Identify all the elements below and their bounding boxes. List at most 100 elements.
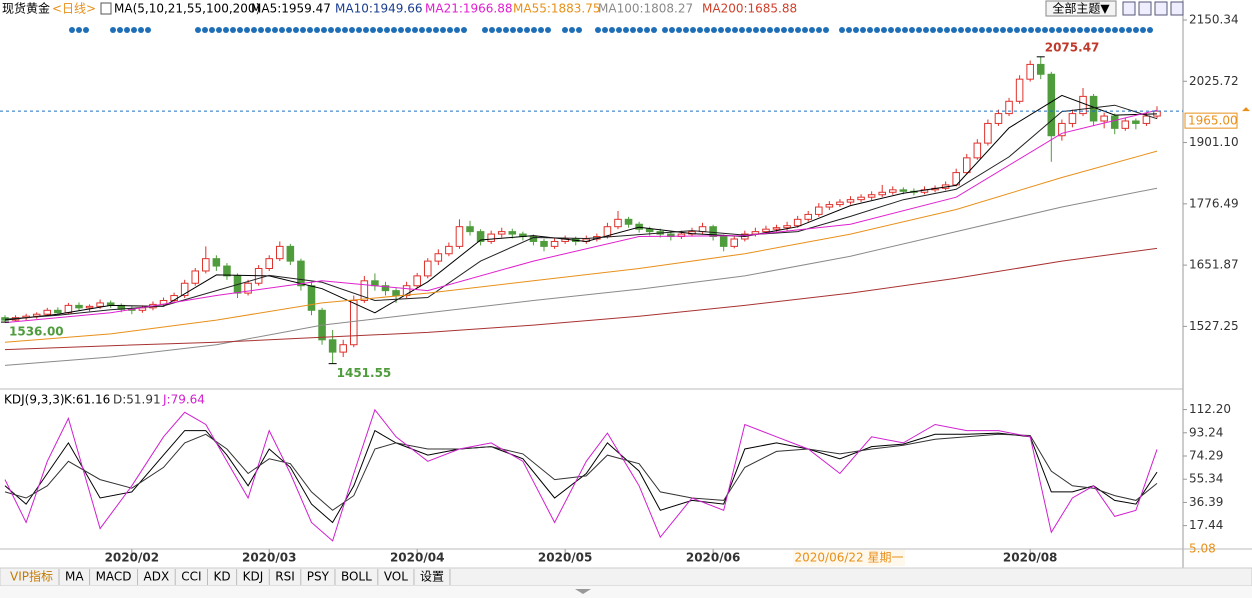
candle-body xyxy=(793,218,802,227)
last-price-arrow xyxy=(1242,107,1250,112)
tab-label[interactable]: ADX xyxy=(144,570,170,584)
indicator-icon[interactable] xyxy=(100,2,112,15)
signal-dot xyxy=(110,27,116,33)
candle-body xyxy=(339,344,347,353)
theme-button[interactable] xyxy=(1045,0,1117,17)
y-tick-label: 1527.25 xyxy=(1189,319,1239,333)
tab[interactable]: RSI xyxy=(275,569,302,585)
y-tick-label: 112.20 xyxy=(1189,402,1231,416)
window-button[interactable] xyxy=(1154,1,1168,16)
signal-dot xyxy=(342,27,348,33)
signal-dot xyxy=(286,27,292,33)
tab-label[interactable]: VIP指标 xyxy=(10,569,53,584)
tab[interactable]: MA xyxy=(65,569,91,585)
y-tick-label: 1651.87 xyxy=(1189,258,1239,272)
theme-button-label[interactable]: 全部主题▼ xyxy=(1052,1,1110,16)
signal-dot xyxy=(1133,27,1139,33)
signal-dot xyxy=(704,27,710,33)
signal-dot xyxy=(965,27,971,33)
signal-dot xyxy=(788,27,794,33)
signal-dot xyxy=(690,27,696,33)
candle-body xyxy=(276,245,284,260)
y-tick-label: 17.44 xyxy=(1189,518,1223,532)
signal-dot xyxy=(1035,27,1041,33)
signal-dot xyxy=(538,27,544,33)
signal-dot xyxy=(321,27,327,33)
signal-dot xyxy=(503,27,509,33)
tab[interactable]: KDJ xyxy=(243,569,270,585)
candle-body xyxy=(1068,113,1077,124)
candle-body xyxy=(371,280,379,287)
last-price-label: 1965.00 xyxy=(1188,114,1238,128)
tab[interactable]: ADX xyxy=(144,569,176,585)
tab[interactable]: KD xyxy=(214,569,238,585)
tab-label[interactable]: VOL xyxy=(384,570,408,584)
signal-dot xyxy=(860,27,866,33)
signal-dot xyxy=(195,27,201,33)
tab[interactable]: VOL xyxy=(384,569,415,585)
signal-dot xyxy=(510,27,516,33)
tab-label[interactable]: PSY xyxy=(307,570,330,584)
candle-body xyxy=(212,258,221,267)
signal-dot xyxy=(496,27,502,33)
window-button[interactable] xyxy=(1122,1,1136,16)
tab-label[interactable]: BOLL xyxy=(341,570,372,584)
scroll-arrow[interactable] xyxy=(575,589,591,594)
tab[interactable]: PSY xyxy=(307,569,336,585)
signal-dot xyxy=(349,27,355,33)
signal-dot xyxy=(881,27,887,33)
tab-label[interactable]: MACD xyxy=(96,570,132,584)
tab[interactable]: VIP指标 xyxy=(10,569,60,586)
tab-label[interactable]: 设置 xyxy=(420,570,444,584)
x-tick-label: 2020/02 xyxy=(105,551,159,565)
tab-label[interactable]: RSI xyxy=(275,570,295,584)
legend-entry: J:79.64 xyxy=(162,393,205,407)
tab-label[interactable]: MA xyxy=(65,570,84,584)
signal-dot xyxy=(972,27,978,33)
tab-label[interactable]: KD xyxy=(214,570,231,584)
signal-dot xyxy=(1098,27,1104,33)
window-button[interactable] xyxy=(1170,1,1184,16)
signal-dot xyxy=(1140,27,1146,33)
signal-dot xyxy=(846,27,852,33)
signal-dot xyxy=(986,27,992,33)
candle-body xyxy=(984,122,992,144)
signal-dot xyxy=(433,27,439,33)
signal-dot xyxy=(1077,27,1083,33)
tab[interactable]: CCI xyxy=(181,569,209,585)
x-tick-label: 2020/06 xyxy=(686,551,740,565)
period-label[interactable]: <日线> xyxy=(52,2,96,16)
signal-dot xyxy=(1021,27,1027,33)
candle-body xyxy=(645,228,654,233)
candle-body xyxy=(1110,115,1119,129)
tab-label[interactable]: KDJ xyxy=(243,570,264,584)
candle-body xyxy=(487,233,495,242)
legend-entry: D:51.91 xyxy=(113,393,161,407)
tab[interactable]: MACD xyxy=(96,569,139,585)
signal-dot xyxy=(300,27,306,33)
tab-label[interactable]: CCI xyxy=(181,570,201,584)
y-min-label: 5.08 xyxy=(1189,541,1216,555)
legend-entry: MA200:1685.88 xyxy=(702,2,797,16)
candle-body xyxy=(244,282,252,294)
legend-entry: MA100:1808.27 xyxy=(598,2,693,16)
tab[interactable]: BOLL xyxy=(341,569,379,585)
signal-dot xyxy=(426,27,432,33)
tab[interactable]: 设置 xyxy=(420,569,451,585)
signal-dot xyxy=(223,27,229,33)
signal-dot xyxy=(725,27,731,33)
signal-dot xyxy=(1063,27,1069,33)
signal-dot xyxy=(517,27,523,33)
signal-dot xyxy=(874,27,880,33)
y-tick-label: 55.34 xyxy=(1189,472,1223,486)
signal-dot xyxy=(595,27,601,33)
window-button[interactable] xyxy=(1138,1,1152,16)
annotation-label: 1536.00 xyxy=(9,325,64,339)
signal-dot xyxy=(237,27,243,33)
candle-body xyxy=(973,142,982,159)
signal-dot xyxy=(651,27,657,33)
candle-body xyxy=(328,339,337,353)
candle-body xyxy=(434,253,443,262)
candle-body xyxy=(43,309,52,315)
crosshair-date: 2020/06/22 星期一 xyxy=(795,551,904,565)
